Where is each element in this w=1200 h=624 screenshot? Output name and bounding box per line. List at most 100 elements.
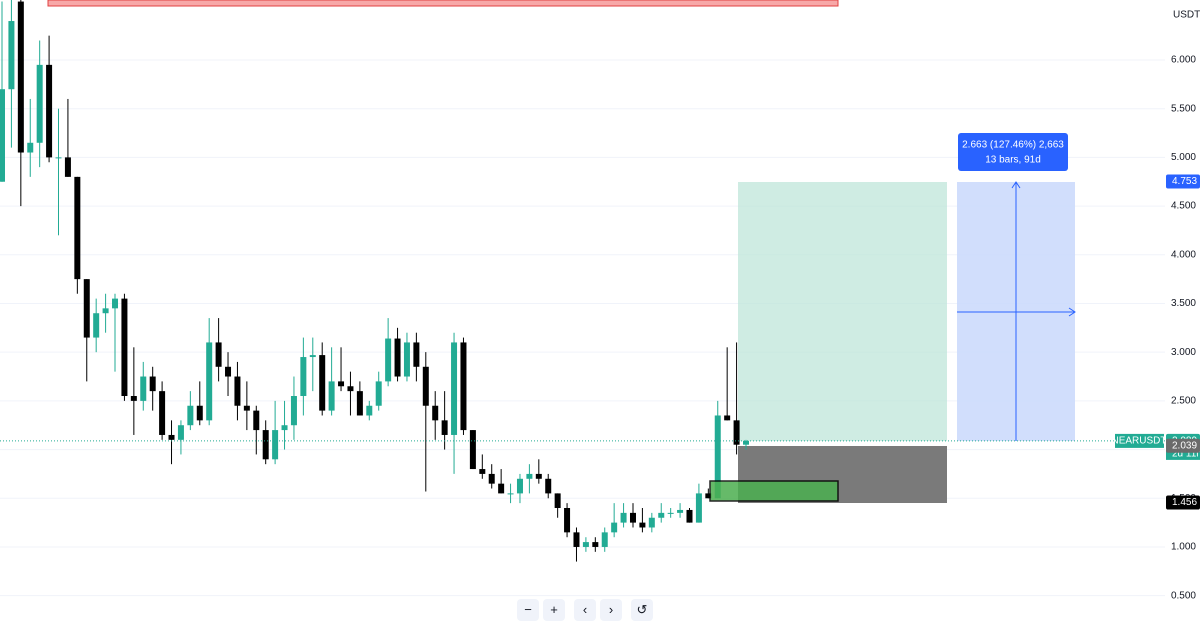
candle-body [149,376,156,392]
candle-body [281,425,288,431]
symbol-tag-box [1115,433,1164,448]
candle-body [507,493,514,495]
price-label: 4.753 [1172,176,1197,187]
price-label: 1.456 [1172,497,1197,508]
candle-body [130,396,137,401]
candle-body [243,405,250,411]
candle-body [338,381,345,387]
candle-body [206,342,213,421]
y-tick-label: 2.500 [1171,396,1196,407]
candle-body [102,308,109,314]
candle-body [64,157,71,177]
candle-body [639,522,646,528]
candle-body [516,478,523,494]
candle-body [695,493,702,523]
candle-body [347,386,354,392]
toolbar-button[interactable]: › [600,599,622,621]
candle-body [564,508,571,533]
candle-body [196,405,203,421]
candle-body [648,517,655,528]
candle-body [658,512,665,518]
candle-body [714,415,721,499]
candle-body [460,342,467,431]
y-tick-label: 4.000 [1171,249,1196,260]
candle-body [629,512,636,523]
candle-body [403,342,410,377]
candle-body [686,509,693,523]
measure-label-box [958,133,1068,171]
candle-body [168,434,175,440]
candle-body [253,410,260,431]
candle-body [413,342,420,367]
y-tick-label: 3.000 [1171,347,1196,358]
candle-body [27,142,34,153]
symbol-tag: NEARUSDT [1111,436,1166,447]
candle-body [300,357,307,397]
toolbar-button[interactable]: − [517,599,539,621]
candle-body [272,430,279,460]
candle-body [545,478,552,494]
candle-body [366,405,373,416]
candle-body [121,298,128,397]
candle-body [74,176,81,280]
candle-body [262,430,269,460]
y-tick-label: 6.000 [1171,55,1196,66]
candle-body [498,483,505,494]
candle-body [667,512,674,514]
candle-body [441,420,448,435]
price-label-box [1166,495,1200,510]
toolbar-button[interactable]: ↺ [631,599,653,621]
candle-body [535,473,542,479]
target-zone [738,182,947,441]
toolbar-button[interactable]: ‹ [574,599,596,621]
toolbar-button[interactable]: + [543,599,565,621]
candle-body [451,342,458,435]
y-tick-label: 0.500 [1171,590,1196,601]
candle-body [140,376,147,401]
candle-body [705,493,712,499]
candle-body [234,376,241,406]
candle-body [592,542,599,547]
candle-body [46,64,53,158]
measure-label: 13 bars, 91d [985,155,1041,166]
zone-box [709,480,839,502]
price-label: 2.039 [1172,440,1197,451]
candle-body [187,405,194,426]
measure-arrowhead [1011,181,1021,189]
candle-body [432,405,439,421]
candle-body [328,381,335,411]
candle-body [677,509,684,513]
candle-body [0,89,5,182]
candle-body [724,415,731,421]
measure-arrowhead [1068,307,1076,317]
candle-body [319,355,326,411]
candle-body [356,391,363,416]
candle-body [601,532,608,547]
candle-body [83,279,90,338]
y-tick-label: 3.500 [1171,298,1196,309]
y-tick-label: 5.000 [1171,152,1196,163]
countdown: 2d 11h [1172,449,1200,460]
candle-body [17,1,24,153]
candle-body [620,512,627,523]
candle-body [394,338,401,377]
candle-body [611,522,618,533]
y-tick-label: 1.000 [1171,542,1196,553]
price-label-box [1166,438,1200,453]
short-position-zone [47,0,839,7]
candle-body [8,21,15,90]
candle-body [582,542,589,547]
measure-label: 2.663 (127.46%) 2,663 [962,140,1064,151]
candle-body [177,425,184,440]
candle-body [554,493,561,509]
y-tick-label: 4.500 [1171,201,1196,212]
y-tick-label: 5.500 [1171,103,1196,114]
candle-body [215,342,222,367]
candle-body [469,430,476,470]
candle-body [36,64,43,143]
price-label-box [1166,174,1200,189]
currency-label[interactable]: USDT [1173,10,1200,21]
candle-body [479,469,486,474]
candle-body [385,338,392,382]
